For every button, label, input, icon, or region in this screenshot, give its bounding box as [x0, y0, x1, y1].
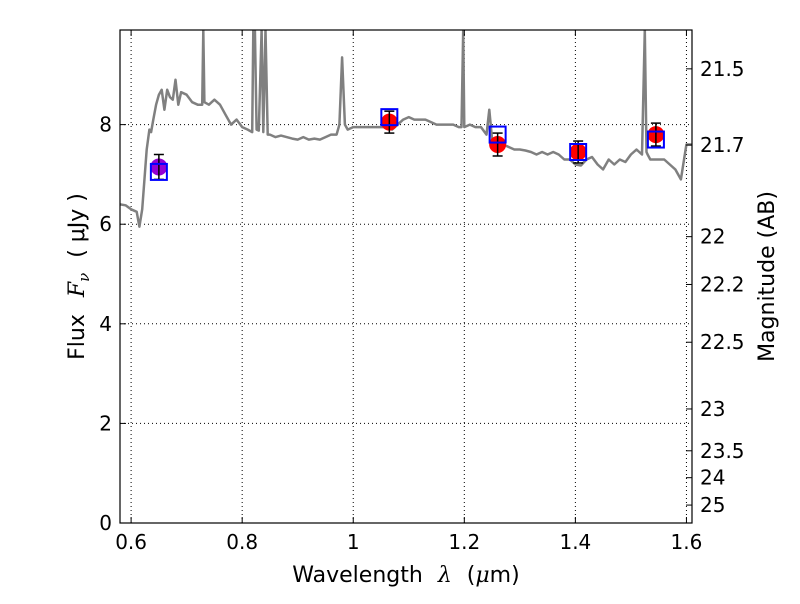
- y2-tick-label: 23.5: [700, 439, 745, 463]
- y2-tick-label: 23: [700, 397, 725, 421]
- x-tick-label: 0.8: [226, 530, 258, 554]
- y2-axis-label: Magnitude (AB): [755, 191, 780, 362]
- x-tick-label: 1.4: [559, 530, 591, 554]
- x-tick-label: 1: [347, 530, 360, 554]
- model-square: [149, 162, 168, 181]
- y2-tick-label: 24: [700, 466, 725, 490]
- plot-layer: [120, 30, 692, 228]
- model-square: [380, 108, 399, 127]
- y2-tick-label: 25: [700, 493, 725, 517]
- x-axis-label: Wavelength λ (μm): [292, 563, 519, 588]
- x-tick-label: 0.6: [115, 530, 147, 554]
- y2-tick-label: 21.5: [700, 57, 745, 81]
- y-axis-label: Flux Fν ( μJy ): [65, 193, 95, 360]
- model-square: [488, 125, 507, 144]
- y-tick-label: 6: [99, 212, 112, 236]
- y2-tick-label: 22.5: [700, 330, 745, 354]
- y-tick-label: 0: [99, 511, 112, 535]
- y-tick-label: 8: [99, 113, 112, 137]
- x-tick-label: 1.6: [671, 530, 703, 554]
- label-layer: Wavelength λ (μm) Flux Fν ( μJy ) Magnit…: [65, 191, 780, 588]
- axes-layer: 0.6 0.8 1 1.2 1.4 1.60246821.521.72222.222.52…: [99, 29, 745, 554]
- y2-tick-label: 22: [700, 225, 725, 249]
- marker-layer: [149, 108, 665, 181]
- x-tick-label: 1.2: [448, 530, 480, 554]
- y2-tick-label: 21.7: [700, 133, 745, 157]
- spectrum-line: [120, 30, 692, 228]
- model-square: [646, 130, 665, 149]
- y-tick-label: 4: [99, 312, 112, 336]
- y-tick-label: 2: [99, 411, 112, 435]
- y2-tick-label: 22.2: [700, 272, 745, 296]
- model-square: [569, 143, 588, 162]
- plot-frame: [119, 29, 693, 524]
